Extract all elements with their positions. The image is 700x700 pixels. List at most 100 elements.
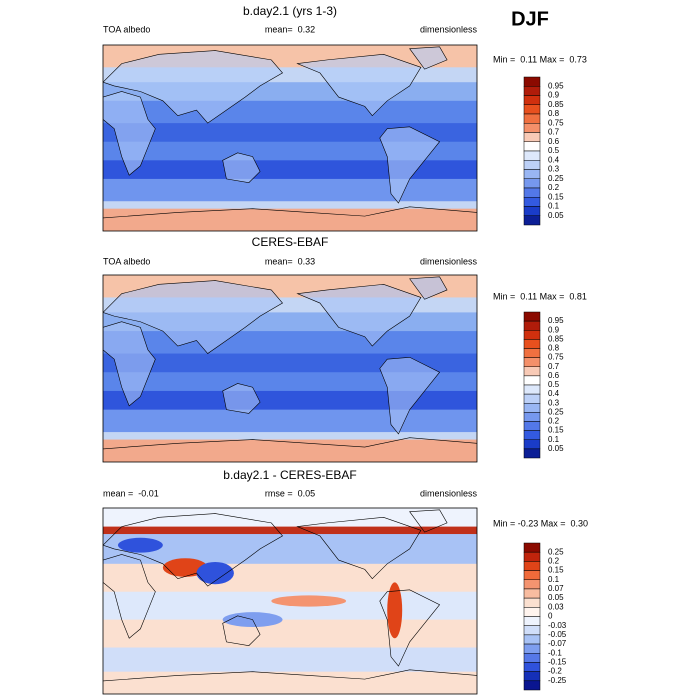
- colorbar-label: -0.15: [548, 658, 567, 667]
- colorbar-label: 0.75: [548, 118, 564, 127]
- field-patch: [271, 595, 347, 607]
- land-field: [297, 284, 421, 347]
- colorbar-label: 0: [548, 612, 553, 621]
- colorbar-label: 0.8: [548, 109, 560, 118]
- colorbar-box: [523, 421, 541, 431]
- colorbar-box: [523, 607, 541, 617]
- panel-title: b.day2.1 (yrs 1-3): [243, 4, 337, 18]
- coastline: [296, 516, 422, 580]
- colorbar-label: 0.5: [548, 380, 560, 389]
- field-patch: [162, 558, 208, 577]
- field-band: [103, 432, 477, 441]
- map-frame: [102, 44, 478, 232]
- land-field: [103, 280, 283, 354]
- colorbar-box: [523, 384, 541, 395]
- colorbar-box: [523, 653, 541, 663]
- coastline: [296, 53, 422, 117]
- coastline: [409, 46, 448, 70]
- colorbar-box: [523, 671, 541, 682]
- colorbar-label: -0.2: [548, 667, 562, 676]
- colorbar-label: 0.7: [548, 362, 560, 371]
- panel-title: b.day2.1 - CERES-EBAF: [223, 468, 356, 482]
- colorbar-box: [523, 430, 541, 440]
- field-band: [103, 331, 477, 355]
- coastline: [103, 554, 156, 639]
- field-band: [103, 534, 477, 565]
- land-field: [222, 152, 261, 183]
- colorbar-label: 0.8: [548, 344, 560, 353]
- coastline: [103, 206, 477, 219]
- range-label: Min = 0.11 Max = 0.81: [493, 291, 587, 301]
- left-label: TOA albedo: [103, 256, 150, 266]
- colorbar-label: 0.4: [548, 155, 560, 164]
- field-band: [103, 591, 477, 621]
- colorbar-label: 0.75: [548, 353, 564, 362]
- land-field: [103, 321, 156, 406]
- field-patch: [117, 537, 163, 553]
- coastline: [222, 615, 261, 646]
- colorbar-box: [523, 597, 541, 608]
- land-field: [379, 126, 440, 204]
- colorbar-label: 0.15: [548, 426, 564, 435]
- colorbar-box: [523, 366, 541, 377]
- colorbar-box: [523, 561, 541, 571]
- colorbar-label: 0.3: [548, 165, 560, 174]
- coastline: [103, 280, 283, 354]
- map: [103, 508, 477, 694]
- field-band: [103, 390, 477, 411]
- coastline: [103, 513, 283, 587]
- colorbar-box: [523, 113, 541, 124]
- colorbar-box: [523, 570, 541, 580]
- colorbar-box: [523, 178, 541, 189]
- colorbar-label: 0.95: [548, 81, 564, 90]
- center-label: mean= 0.32: [265, 24, 315, 34]
- field-band: [103, 201, 477, 210]
- colorbar-label: 0.6: [548, 371, 560, 380]
- field-band: [103, 647, 477, 673]
- colorbar-box: [523, 643, 541, 654]
- colorbar-box: [523, 123, 541, 133]
- colorbar-box: [523, 579, 541, 590]
- colorbar-box: [523, 150, 541, 161]
- field-band: [103, 526, 477, 535]
- coastline: [222, 383, 261, 414]
- colorbar-label: -0.25: [548, 676, 567, 685]
- colorbar-label: 0.2: [548, 417, 560, 426]
- colorbar-box: [523, 104, 541, 115]
- field-band: [103, 508, 477, 528]
- field-band: [103, 409, 477, 433]
- colorbar-box: [523, 348, 541, 358]
- colorbar-label: 0.9: [548, 325, 560, 334]
- colorbar-box: [523, 311, 541, 322]
- panel: b.day2.1 - CERES-EBAF mean = -0.01 rmse = …: [102, 468, 588, 695]
- colorbar-label: -0.03: [548, 621, 567, 630]
- colorbar-box: [523, 320, 541, 331]
- colorbar-label: -0.1: [548, 648, 562, 657]
- coastline: [379, 126, 441, 204]
- colorbar-label: 0.9: [548, 91, 560, 100]
- colorbar-box: [523, 206, 541, 216]
- map-frame: [102, 274, 478, 463]
- coastline: [103, 437, 477, 450]
- colorbar-box: [523, 588, 541, 599]
- colorbar-box: [523, 76, 541, 87]
- field-band: [103, 563, 477, 593]
- coastline: [296, 284, 422, 347]
- colorbar-label: 0.05: [548, 211, 564, 220]
- field-band: [103, 439, 477, 462]
- coastline: [222, 152, 261, 183]
- right-label: dimensionless: [420, 24, 478, 34]
- center-label: rmse = 0.05: [265, 488, 315, 498]
- colorbar-label: 0.1: [548, 435, 560, 444]
- colorbar-label: 0.3: [548, 398, 560, 407]
- colorbar-box: [523, 393, 541, 404]
- colorbar-label: -0.07: [548, 639, 567, 648]
- colorbar-label: 0.25: [548, 174, 564, 183]
- colorbar-label: 0.95: [548, 316, 564, 325]
- colorbar-label: 0.4: [548, 389, 560, 398]
- panel: CERES-EBAF TOA albedo mean= 0.33 dimensionl…: [102, 235, 587, 463]
- colorbar-label: 0.25: [548, 407, 564, 416]
- colorbar-label: 0.7: [548, 128, 560, 137]
- colorbar-box: [523, 403, 541, 413]
- field-band: [103, 619, 477, 648]
